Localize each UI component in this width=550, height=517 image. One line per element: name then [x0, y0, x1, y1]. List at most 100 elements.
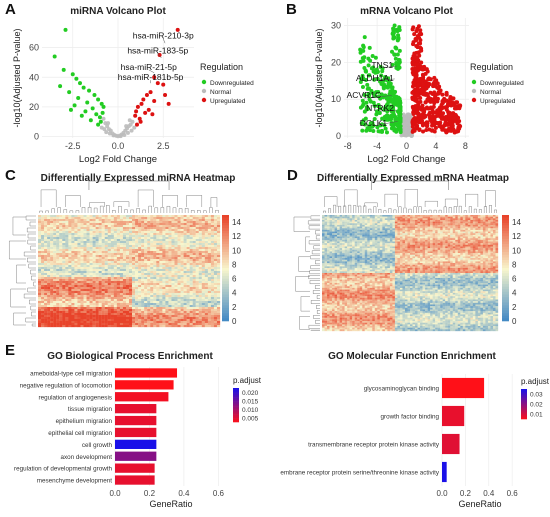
heatmap-cell [108, 215, 111, 217]
heatmap-cell [208, 267, 211, 269]
heatmap-cell [77, 251, 80, 253]
heatmap-cell [153, 317, 156, 319]
heatmap-cell [147, 251, 150, 253]
heatmap-cell [68, 289, 71, 291]
heatmap-cell [202, 279, 205, 281]
heatmap-cell [187, 223, 190, 225]
heatmap-cell [111, 229, 114, 231]
colorbar-segment [222, 252, 229, 255]
heatmap-cell [202, 235, 205, 237]
heatmap-cell [159, 275, 162, 277]
heatmap-cell [208, 317, 211, 319]
heatmap-cell [71, 243, 74, 245]
heatmap-cell [59, 255, 62, 257]
heatmap-cell [202, 301, 205, 303]
heatmap-cell [41, 217, 44, 219]
heatmap-cell [47, 313, 50, 315]
heatmap-cell [123, 217, 126, 219]
heatmap-cell [105, 251, 108, 253]
heatmap-cell [205, 243, 208, 245]
heatmap-cell [62, 275, 65, 277]
heatmap-cell [105, 279, 108, 281]
heatmap-cell [114, 301, 117, 303]
heatmap-cell [199, 271, 202, 273]
heatmap-cell [153, 269, 156, 271]
heatmap-cell [47, 305, 50, 307]
heatmap-cell [74, 321, 77, 323]
heatmap-cell [108, 317, 111, 319]
heatmap-cell [90, 225, 93, 227]
heatmap-cell [463, 223, 466, 225]
heatmap-cell [77, 253, 80, 255]
heatmap-cell [87, 223, 90, 225]
heatmap-cell [171, 311, 174, 313]
heatmap-cell [77, 285, 80, 287]
heatmap-cell [68, 287, 71, 289]
heatmap-cell [117, 255, 120, 257]
heatmap-cell [123, 261, 126, 263]
heatmap-cell [41, 309, 44, 311]
heatmap-cell [62, 299, 65, 301]
heatmap-cell [93, 305, 96, 307]
heatmap-cell [190, 325, 193, 327]
heatmap-cell [165, 255, 168, 257]
heatmap-cell [47, 293, 50, 295]
heatmap-cell [375, 220, 378, 222]
heatmap-cell [135, 279, 138, 281]
heatmap-cell [184, 229, 187, 231]
heatmap-cell [150, 313, 153, 315]
heatmap-cell [196, 291, 199, 293]
heatmap-cell [190, 301, 193, 303]
heatmap-cell [126, 245, 129, 247]
heatmap-cell [193, 225, 196, 227]
heatmap-cell [138, 317, 141, 319]
heatmap-cell [217, 223, 220, 225]
heatmap-cell [196, 217, 199, 219]
heatmap-cell [190, 259, 193, 261]
heatmap-cell [93, 295, 96, 297]
heatmap-cell [156, 313, 159, 315]
point-down [360, 129, 364, 133]
heatmap-cell [132, 231, 135, 233]
heatmap-cell [193, 239, 196, 241]
heatmap-cell [168, 255, 171, 257]
heatmap-cell [217, 225, 220, 227]
heatmap-cell [99, 323, 102, 325]
colorbar-segment [222, 287, 229, 290]
heatmap-cell [190, 221, 193, 223]
heatmap-cell [141, 245, 144, 247]
heatmap-cell [126, 281, 129, 283]
heatmap-cell [150, 321, 153, 323]
heatmap-cell [488, 220, 491, 222]
heatmap-cell [102, 277, 105, 279]
heatmap-cell [187, 305, 190, 307]
heatmap-cell [168, 253, 171, 255]
heatmap-cell [71, 257, 74, 259]
heatmap-cell [365, 220, 368, 222]
heatmap-cell [80, 221, 83, 223]
point-down [58, 84, 62, 88]
heatmap-cell [102, 247, 105, 249]
heatmap-cell [41, 221, 44, 223]
heatmap-cell [196, 235, 199, 237]
heatmap-cell [168, 225, 171, 227]
heatmap-cell [111, 219, 114, 221]
heatmap-cell [62, 219, 65, 221]
heatmap-cell [138, 241, 141, 243]
heatmap-cell [53, 261, 56, 263]
heatmap-cell [117, 315, 120, 317]
heatmap-cell [84, 235, 87, 237]
heatmap-cell [382, 220, 385, 222]
heatmap-cell [138, 255, 141, 257]
heatmap-cell [126, 271, 129, 273]
heatmap-cell [144, 271, 147, 273]
point-up [421, 67, 425, 71]
heatmap-cell [357, 218, 360, 220]
heatmap-cell [165, 291, 168, 293]
heatmap-cell [208, 319, 211, 321]
heatmap-cell [214, 225, 217, 227]
dendrogram-branch [379, 209, 382, 213]
heatmap-cell [156, 253, 159, 255]
heatmap-cell [156, 267, 159, 269]
heatmap-cell [102, 251, 105, 253]
